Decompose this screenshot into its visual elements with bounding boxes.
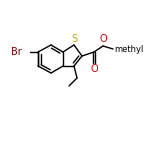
Text: O: O (99, 35, 107, 45)
Text: S: S (71, 33, 77, 43)
Text: Br: Br (11, 47, 22, 57)
Text: methyl: methyl (114, 45, 143, 54)
Text: O: O (90, 64, 98, 74)
